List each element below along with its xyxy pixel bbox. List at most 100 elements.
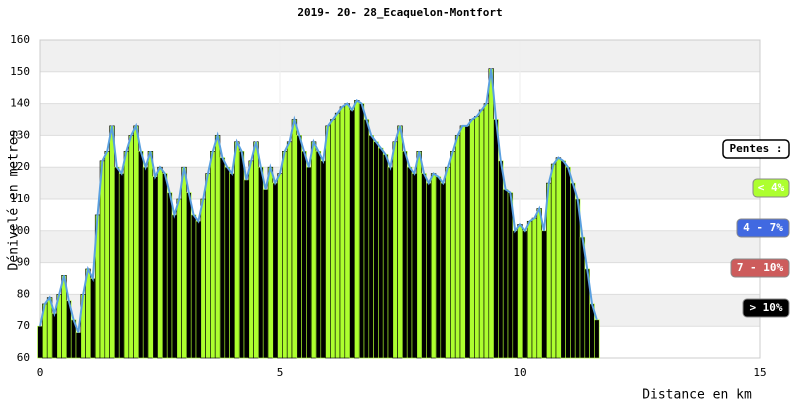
elevation-bar [224, 166, 230, 359]
elevation-bar [421, 173, 427, 359]
elevation-bar [51, 313, 58, 359]
legend-label: 7 - 10% [737, 261, 784, 274]
elevation-bar [176, 198, 182, 359]
elevation-bar [416, 151, 422, 359]
elevation-bar [315, 151, 322, 359]
elevation-bar [373, 141, 379, 359]
elevation-bar [75, 332, 82, 359]
elevation-bar [171, 214, 178, 359]
elevation-bar [430, 173, 437, 359]
elevation-bar [128, 135, 134, 359]
elevation-bar [560, 160, 566, 359]
elevation-bar [478, 109, 485, 359]
elevation-bar [118, 173, 125, 359]
legend-label: 4 - 7% [743, 221, 783, 234]
legend-label: < 4% [758, 181, 785, 194]
y-tick-label: 140 [10, 97, 30, 110]
elevation-bar [205, 173, 211, 359]
elevation-bar [517, 224, 523, 359]
elevation-bar [301, 151, 307, 359]
elevation-bar [397, 125, 403, 359]
elevation-bar [186, 192, 192, 359]
elevation-bar [162, 173, 168, 359]
elevation-bar [291, 119, 298, 359]
elevation-bar [320, 160, 326, 359]
elevation-bar [550, 163, 557, 359]
x-tick-label: 5 [277, 366, 284, 379]
elevation-bar [181, 166, 187, 359]
elevation-bar [262, 189, 269, 359]
elevation-line [39, 68, 598, 333]
x-tick-label: 10 [513, 366, 526, 379]
elevation-bar [147, 151, 154, 359]
elevation-bar [464, 125, 470, 359]
x-axis-label: Distance en km [642, 388, 752, 400]
elevation-bar [445, 166, 451, 359]
elevation-bar [166, 192, 173, 359]
y-tick-label: 160 [10, 33, 30, 46]
y-tick-label: 100 [10, 224, 30, 237]
x-tick-label: 0 [37, 366, 44, 379]
elevation-bar [272, 182, 278, 359]
elevation-bar [363, 119, 370, 359]
elevation-bar [358, 103, 365, 359]
elevation-bar [142, 166, 149, 359]
x-tick-label: 15 [753, 366, 766, 379]
legend-title: Pentes : [730, 142, 783, 155]
elevation-bar [454, 135, 461, 359]
elevation-bar [574, 198, 581, 359]
elevation-bar [267, 166, 274, 359]
elevation-bar [190, 214, 197, 359]
elevation-bar [46, 297, 53, 359]
elevation-bar [459, 125, 466, 359]
elevation-bar [392, 141, 398, 359]
elevation-bar [344, 103, 350, 359]
elevation-bar [219, 157, 226, 359]
elevation-bar [411, 173, 418, 359]
y-tick-label: 130 [10, 128, 30, 141]
y-tick-label: 70 [17, 319, 30, 332]
elevation-bar [435, 176, 442, 359]
elevation-bar [200, 198, 206, 359]
elevation-bar [282, 151, 288, 359]
elevation-bar [325, 125, 331, 359]
elevation-bar [195, 220, 202, 359]
y-tick-label: 150 [10, 65, 30, 78]
chart-title: 2019- 20- 28_Ecaquelon-Montfort [297, 6, 502, 19]
elevation-bar [488, 68, 494, 359]
elevation-bar [579, 236, 586, 359]
elevation-bar [277, 173, 283, 359]
elevation-bar [253, 141, 259, 359]
elevation-bar [109, 125, 115, 359]
elevation-bar [234, 141, 240, 359]
elevation-bar [296, 135, 302, 359]
elevation-bar [330, 119, 336, 359]
elevation-bar [522, 230, 528, 359]
elevation-bar [114, 166, 120, 359]
elevation-bar [541, 230, 547, 359]
y-tick-label: 110 [10, 192, 30, 205]
elevation-bar [157, 166, 163, 359]
elevation-bar [536, 208, 542, 359]
y-tick-label: 80 [17, 287, 30, 300]
elevation-bar [37, 325, 43, 359]
elevation-bar [104, 151, 110, 359]
elevation-bar [243, 179, 250, 359]
elevation-bar [306, 166, 312, 359]
elevation-bar [229, 173, 235, 359]
elevation-bar [354, 100, 360, 359]
elevation-bar [483, 103, 490, 359]
elevation-bar [594, 319, 600, 359]
elevation-bar [426, 182, 432, 359]
elevation-bar [334, 112, 341, 359]
elevation-bar [133, 125, 139, 359]
elevation-bar [210, 151, 216, 359]
y-tick-label: 90 [17, 256, 30, 269]
y-axis-label: Dénivelé en metres [7, 130, 22, 271]
elevation-bar [474, 116, 480, 359]
elevation-bar [565, 166, 571, 359]
elevation-bar [440, 182, 446, 359]
elevation-bar [339, 106, 346, 359]
elevation-bar [450, 151, 456, 359]
